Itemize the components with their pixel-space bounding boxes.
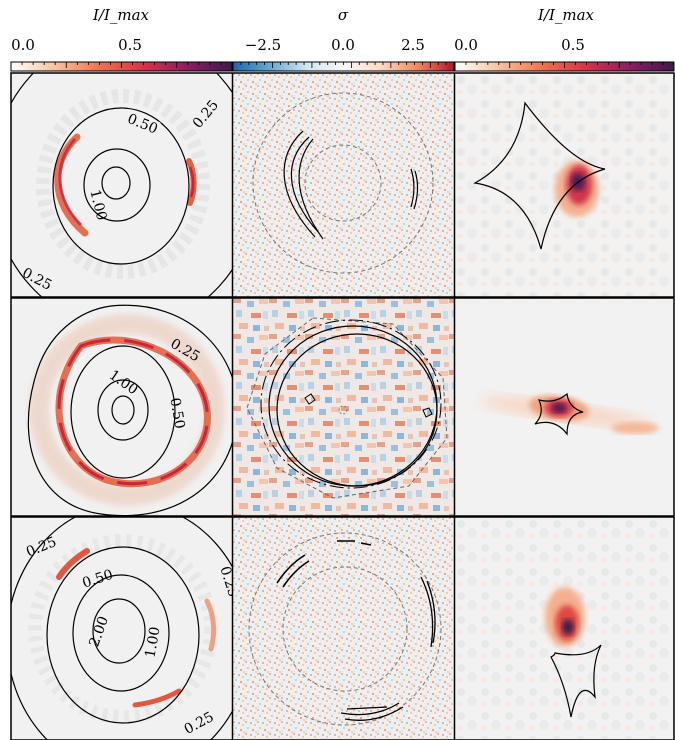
contour-r1-100 [83, 148, 151, 222]
panel-r3-c2 [233, 517, 454, 740]
panel-r1-c1: 0.25 0.50 1.00 0.25 [11, 73, 232, 302]
colorbar-label-sigma: σ [338, 6, 349, 24]
caustic-r3-outer [248, 532, 442, 726]
colorbar-intensity-left: I/I_max 0.0 0.5 [10, 6, 233, 72]
colorbar-ticks-sigma [232, 62, 455, 68]
panel-r2-c2 [233, 298, 454, 516]
panel-r2-c3 [455, 298, 674, 516]
contour-label-r2-2: 0.50 [166, 397, 187, 430]
caustic-r3-astroid [550, 644, 602, 718]
contour-r1-050 [52, 107, 190, 265]
panel-r1-c2 [233, 73, 454, 297]
colorbar-tick-right-0: 0.0 [454, 36, 478, 54]
resid-contour-r3-upper [276, 540, 372, 588]
colorbar-label-left: I/I_max [92, 6, 150, 24]
resid-contour-r2-c [260, 319, 442, 489]
resid-contour-r1-right [410, 168, 419, 210]
caustic-r2-polygon [246, 317, 448, 499]
caustic-r1-astroid [473, 101, 606, 250]
colorbar-ticks-right [454, 62, 675, 68]
panel-r1-c3 [455, 73, 674, 297]
colorbar-tick-sigma-2: 2.5 [401, 36, 425, 54]
colorbar-tick-left-0: 0.0 [11, 36, 35, 54]
caustic-r1-outer [252, 92, 434, 274]
panel-r3-c3 [455, 517, 674, 740]
contour-r2-core [111, 395, 135, 425]
caustic-r3-inner [282, 566, 408, 692]
colorbar-sigma: σ −2.5 0.0 2.5 [232, 6, 455, 72]
resid-contour-r3-lower [340, 702, 404, 721]
arc-r3-upper [56, 548, 90, 580]
source-peak-r3 [562, 619, 574, 635]
contour-r2-100 [97, 379, 149, 441]
colorbar-tick-left-1: 0.5 [118, 36, 142, 54]
colorbar-intensity-right: I/I_max 0.0 0.5 [454, 6, 675, 72]
contour-label-r3-3: 1.00 [142, 626, 163, 659]
contour-r3-050 [46, 546, 200, 724]
contour-label-r1-2: 1.00 [86, 188, 109, 222]
contour-r1-core [101, 166, 131, 200]
caustic-r1-inner [304, 144, 382, 222]
arc-r3-right [204, 598, 217, 652]
panel-r3-c1: 0.25 0.50 2.00 1.00 0.25 0.25 [11, 517, 232, 740]
colorbar-label-right: I/I_max [537, 6, 595, 24]
caustic-r2-astroid [534, 392, 584, 436]
colorbar-ticks-left [10, 62, 233, 68]
arc-r3-lower [132, 688, 182, 708]
panel-grid-frame [10, 72, 675, 740]
colorbar-tick-sigma-1: 0.0 [331, 36, 355, 54]
panel-r2-c1: 0.25 1.00 0.50 [11, 298, 232, 517]
contour-r2-050 [70, 345, 176, 479]
contour-r3-200 [92, 598, 146, 664]
colorbar-tick-right-1: 0.5 [561, 36, 585, 54]
resid-contour-r3-right [420, 576, 436, 648]
resid-contour-r2-b [276, 333, 438, 487]
contour-r3-100 [72, 574, 170, 692]
resid-contour-r1-left [283, 130, 324, 240]
source-peak-r2 [552, 403, 566, 413]
colorbar-tick-sigma-0: −2.5 [245, 36, 281, 54]
